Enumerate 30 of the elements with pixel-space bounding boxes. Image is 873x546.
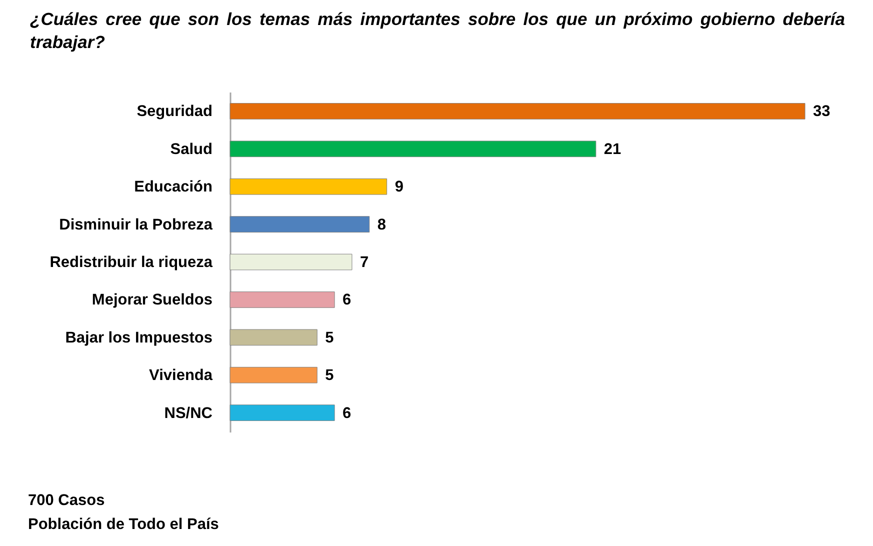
y-tick-label: Vivienda bbox=[149, 367, 213, 384]
y-tick-label: Salud bbox=[170, 140, 212, 158]
y-tick-label: NS/NC bbox=[164, 404, 212, 422]
y-tick-label: Seguridad bbox=[136, 103, 212, 120]
y-tick-label: Mejorar Sueldos bbox=[92, 292, 212, 309]
data-label: 8 bbox=[377, 216, 386, 234]
bar bbox=[230, 103, 806, 120]
y-tick-label: Educación bbox=[134, 178, 212, 196]
bar bbox=[230, 216, 370, 232]
data-label: 5 bbox=[325, 329, 334, 346]
data-label: 33 bbox=[813, 103, 831, 120]
bar bbox=[230, 329, 318, 346]
text: Población de Todo el País bbox=[28, 515, 219, 535]
y-tick-label: Disminuir la Pobreza bbox=[59, 216, 213, 234]
bar bbox=[230, 254, 352, 270]
bar bbox=[230, 292, 335, 308]
bar bbox=[230, 366, 318, 384]
chart-title: ¿Cuáles cree que son los temas más importantes sobre los que un próximo gobierno debería trabajar? bbox=[30, 8, 845, 54]
y-tick-label: Bajar los Impuestos bbox=[65, 329, 212, 346]
data-label: 5 bbox=[325, 367, 334, 384]
bar bbox=[230, 404, 335, 421]
bar bbox=[230, 140, 596, 158]
text: 700 Casos bbox=[28, 491, 106, 511]
data-label: 6 bbox=[342, 292, 352, 309]
bar bbox=[230, 178, 388, 195]
data-label: 7 bbox=[360, 254, 369, 271]
data-label: 21 bbox=[604, 140, 622, 158]
data-label: 6 bbox=[342, 404, 352, 422]
y-tick-label: Redistribuir la riqueza bbox=[50, 254, 213, 271]
data-label: 9 bbox=[394, 178, 404, 196]
